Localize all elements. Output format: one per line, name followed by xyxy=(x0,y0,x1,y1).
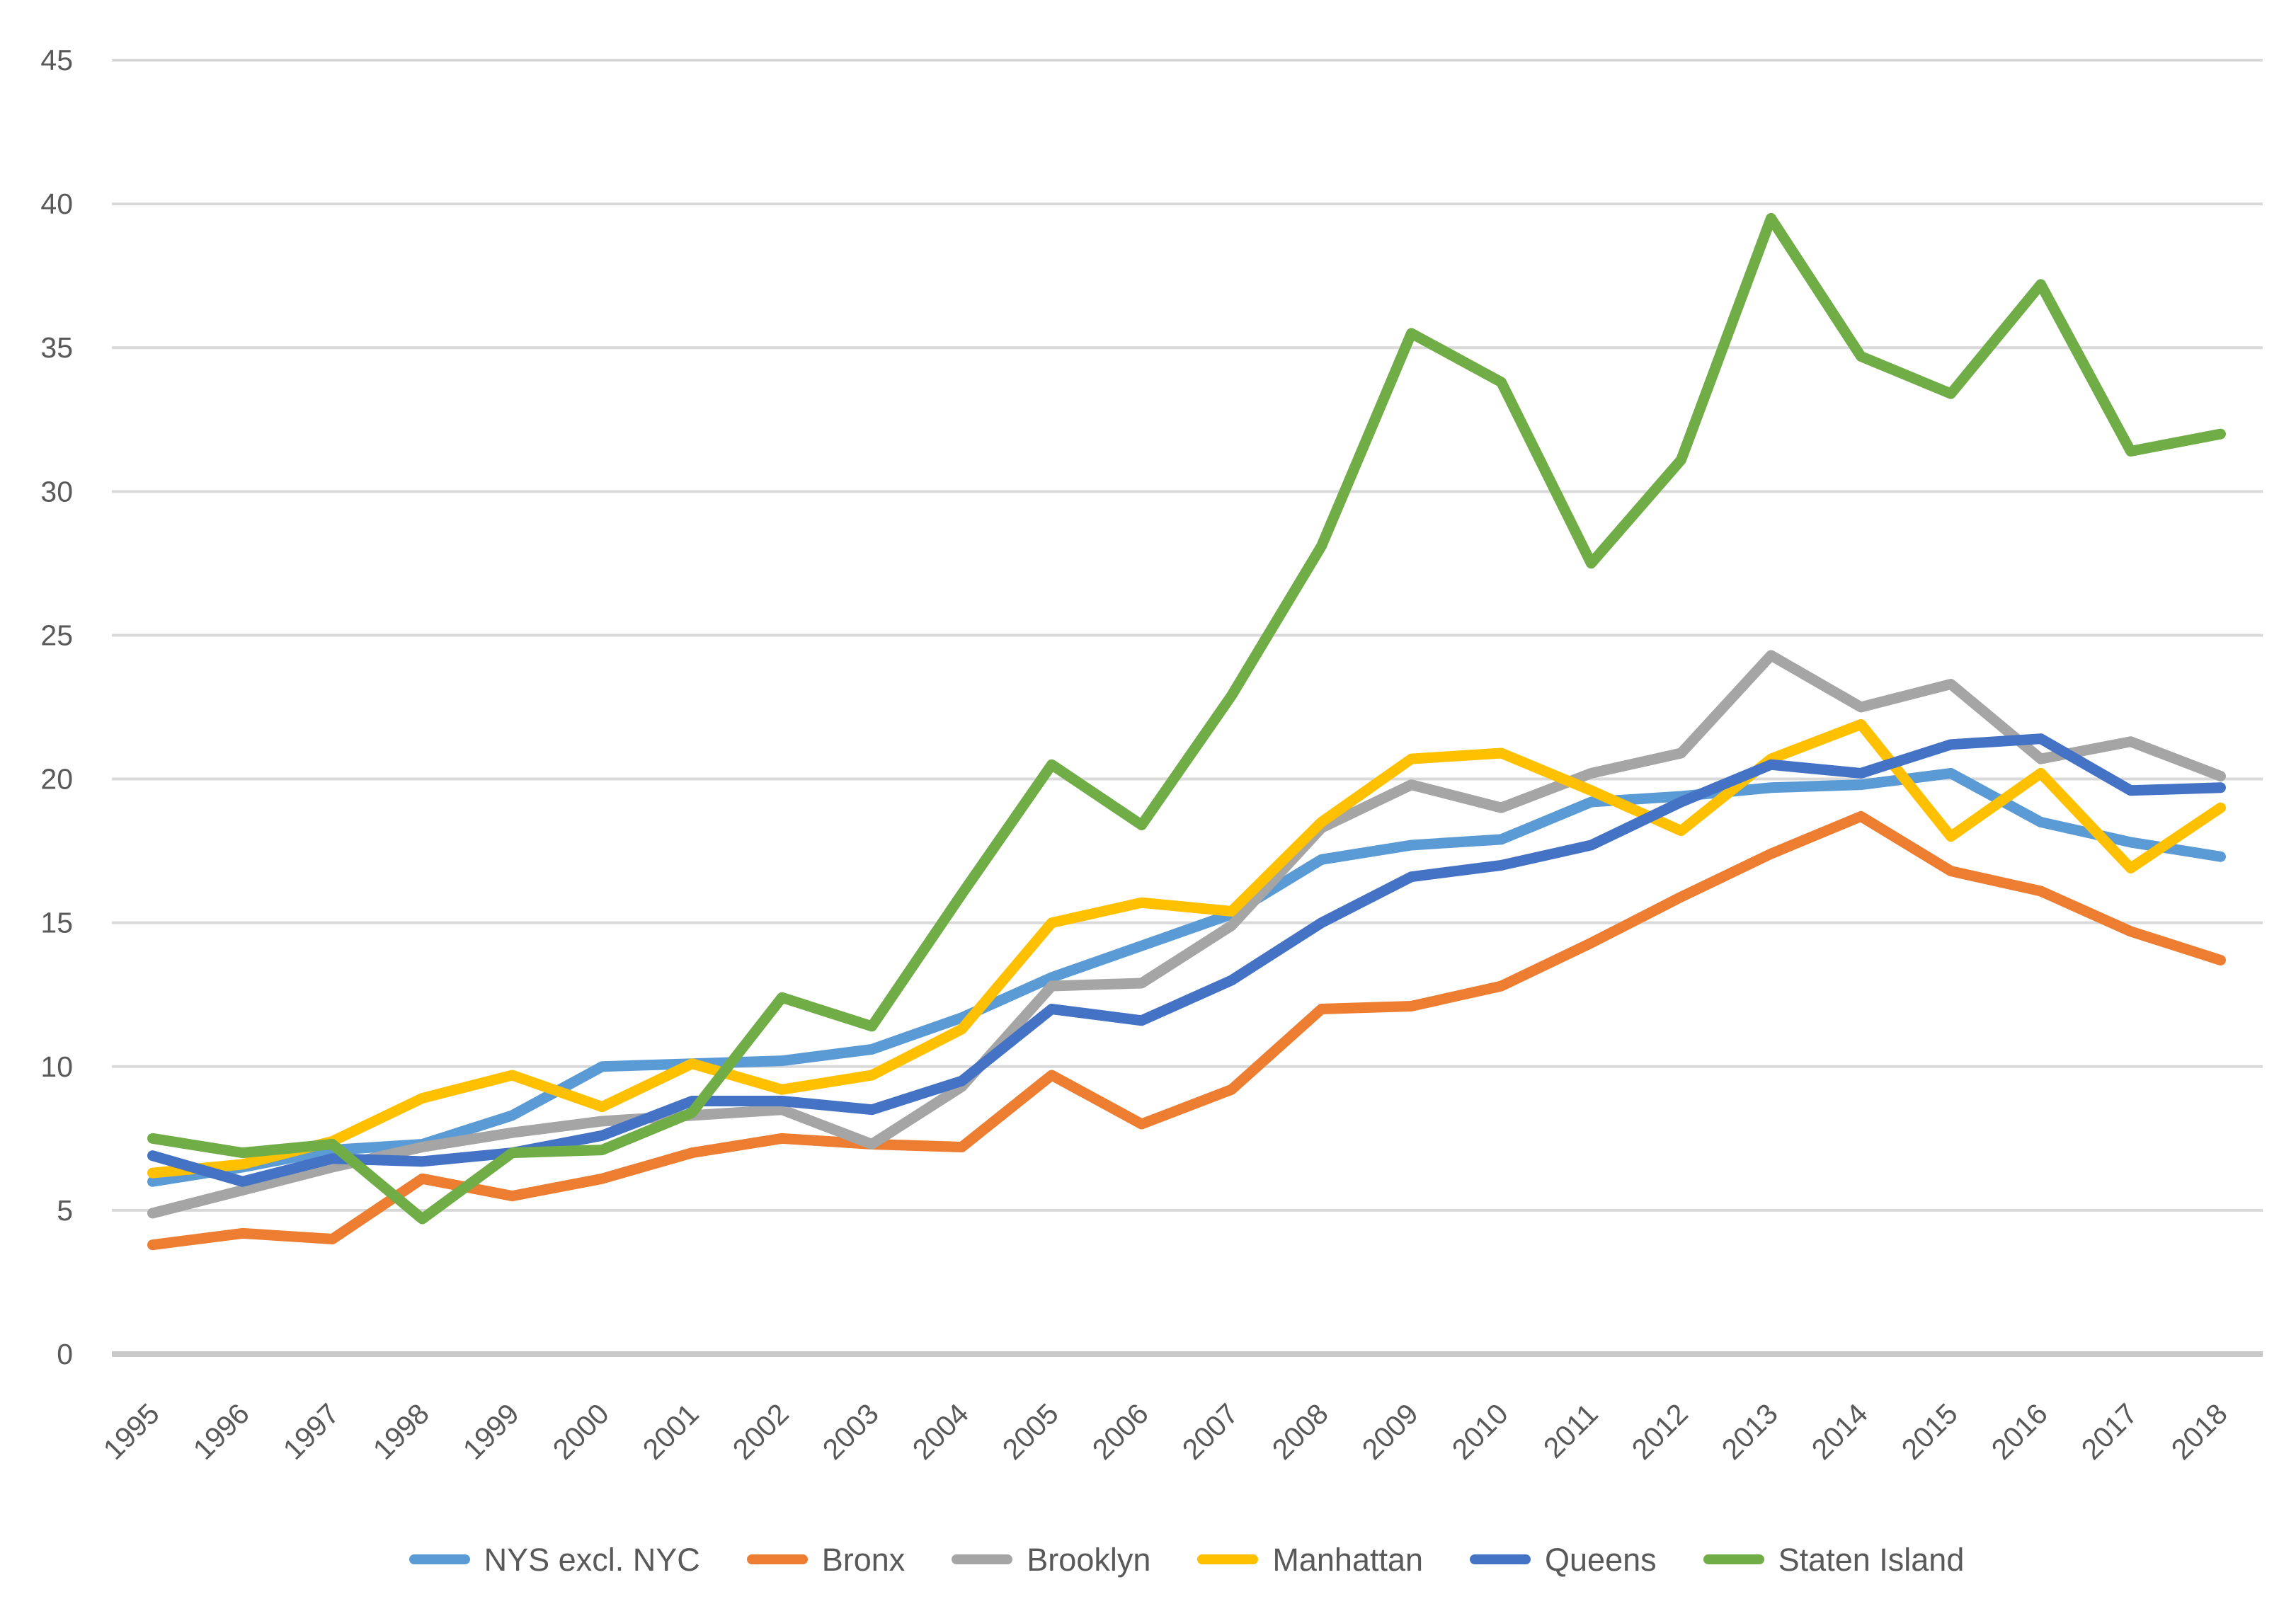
legend-label: NYS excl. NYC xyxy=(484,1541,700,1578)
x-tick-label: 1996 xyxy=(187,1397,256,1466)
x-tick-label: 2004 xyxy=(906,1397,975,1466)
series-line-nys-excl-nyc xyxy=(147,767,2226,1187)
y-tick-label: 40 xyxy=(40,188,73,220)
x-tick-label: 1995 xyxy=(97,1397,166,1466)
x-tick-label: 2008 xyxy=(1266,1397,1335,1466)
x-tick-label: 2011 xyxy=(1537,1397,1604,1465)
y-tick-label: 0 xyxy=(57,1338,73,1370)
x-tick-label: 2001 xyxy=(636,1397,705,1466)
x-tick-label: 2015 xyxy=(1895,1397,1964,1466)
y-tick-label: 35 xyxy=(40,331,73,364)
y-tick-label: 15 xyxy=(40,907,73,939)
legend-item-staten-island: Staten Island xyxy=(1703,1541,1965,1578)
legend-item-brooklyn: Brooklyn xyxy=(952,1544,1150,1576)
series-line-queens xyxy=(147,733,2226,1187)
legend-item-queens: Queens xyxy=(1470,1544,1657,1576)
x-tick-label: 1998 xyxy=(367,1397,435,1466)
legend-label: Bronx xyxy=(821,1541,906,1578)
x-tick-label: 2003 xyxy=(816,1397,885,1466)
x-tick-label: 2018 xyxy=(2165,1397,2234,1466)
series-line-brooklyn xyxy=(147,650,2226,1219)
x-tick-label: 2013 xyxy=(1715,1397,1784,1466)
x-tick-label: 2017 xyxy=(2075,1397,2144,1466)
x-tick-label: 2014 xyxy=(1805,1397,1874,1466)
legend-label: Queens xyxy=(1545,1541,1657,1578)
legend-swatch-icon xyxy=(952,1554,1013,1564)
series-line-manhattan xyxy=(147,718,2226,1179)
x-tick-label: 2009 xyxy=(1356,1397,1424,1466)
legend-swatch-icon xyxy=(1470,1554,1531,1564)
legend-swatch-icon xyxy=(1703,1554,1764,1564)
y-tick-label: 45 xyxy=(40,44,73,76)
y-tick-label: 5 xyxy=(57,1194,73,1227)
series-line-staten-island xyxy=(147,212,2226,1225)
legend-label: Staten Island xyxy=(1778,1541,1965,1578)
legend-swatch-icon xyxy=(746,1554,808,1564)
x-tick-label: 2005 xyxy=(996,1397,1065,1466)
x-tick-label: 2012 xyxy=(1626,1397,1694,1466)
x-tick-label: 2000 xyxy=(547,1397,615,1466)
x-tick-label: 1999 xyxy=(457,1397,525,1466)
legend-item-nys-excl-nyc: NYS excl. NYC xyxy=(409,1544,700,1576)
x-tick-label: 2007 xyxy=(1176,1397,1245,1466)
legend: NYS excl. NYC Bronx Brooklyn Manhattan Queen… xyxy=(108,1528,2266,1591)
legend-label: Manhattan xyxy=(1272,1541,1424,1578)
x-tick-label: 1997 xyxy=(277,1397,345,1466)
y-tick-label: 30 xyxy=(40,475,73,508)
x-tick-label: 2010 xyxy=(1446,1397,1514,1466)
y-tick-label: 20 xyxy=(40,763,73,796)
legend-swatch-icon xyxy=(1197,1554,1259,1564)
legend-item-bronx: Bronx xyxy=(746,1541,906,1578)
legend-label: Brooklyn xyxy=(1027,1541,1151,1578)
x-tick-label: 2002 xyxy=(726,1397,795,1466)
legend-item-manhattan: Manhattan xyxy=(1197,1544,1423,1576)
y-tick-label: 10 xyxy=(40,1050,73,1083)
series-line-bronx xyxy=(147,810,2226,1251)
x-tick-label: 2006 xyxy=(1086,1397,1155,1466)
y-tick-label: 25 xyxy=(40,619,73,651)
x-tick-label: 2016 xyxy=(1985,1397,2054,1466)
legend-swatch-icon xyxy=(409,1554,470,1564)
